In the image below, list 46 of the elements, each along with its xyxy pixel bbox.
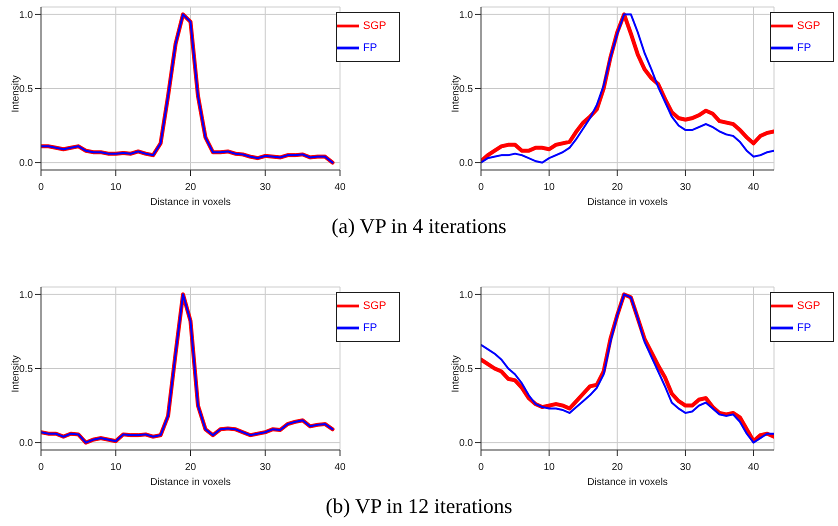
x-axis-title: Distance in voxels	[150, 477, 231, 488]
x-tick-label: 0	[38, 462, 44, 473]
x-tick-label: 20	[184, 182, 196, 193]
legend-label: SGP	[363, 300, 386, 312]
x-tick-label: 10	[544, 462, 556, 473]
x-tick-label: 10	[110, 182, 122, 193]
x-tick-label: 0	[478, 462, 484, 473]
y-tick-label: 0.5	[19, 364, 34, 376]
y-tick-label: 0.5	[19, 84, 34, 96]
x-tick-label: 0	[478, 182, 484, 193]
y-tick-label: 1.0	[19, 10, 34, 21]
y-tick-label: 0.0	[19, 158, 34, 170]
x-tick-label: 40	[334, 182, 346, 193]
y-tick-label: 0.5	[459, 364, 474, 376]
legend-label: FP	[363, 322, 378, 334]
y-tick-label: 0.5	[459, 84, 474, 96]
x-tick-label: 30	[680, 462, 692, 473]
y-tick-label: 0.0	[459, 438, 474, 450]
x-tick-label: 30	[680, 182, 692, 193]
text: (b) VP in 12 iterations	[324, 494, 514, 519]
y-tick-label: 0.0	[459, 158, 474, 170]
x-tick-label: 30	[260, 182, 272, 193]
x-tick-label: 40	[748, 182, 760, 193]
x-tick-label: 40	[748, 462, 760, 473]
legend-label: SGP	[797, 300, 820, 312]
y-tick-label: 0.0	[19, 438, 34, 450]
x-tick-label: 20	[612, 182, 624, 193]
x-axis-title: Distance in voxels	[150, 197, 231, 208]
x-axis-title: Distance in voxels	[587, 197, 668, 208]
legend-label: FP	[797, 42, 812, 54]
legend-label: FP	[363, 42, 378, 54]
x-tick-label: 20	[612, 462, 624, 473]
x-tick-label: 0	[38, 182, 44, 193]
x-tick-label: 10	[544, 182, 556, 193]
legend-label: SGP	[797, 20, 820, 32]
legend-label: SGP	[363, 20, 386, 32]
x-tick-label: 20	[184, 462, 196, 473]
y-tick-label: 1.0	[459, 10, 474, 21]
x-tick-label: 10	[110, 462, 122, 473]
y-tick-label: 1.0	[459, 290, 474, 301]
y-tick-label: 1.0	[19, 290, 34, 301]
x-axis-title: Distance in voxels	[587, 477, 668, 488]
x-tick-label: 30	[260, 462, 272, 473]
text: (a) VP in 4 iterations	[330, 214, 508, 239]
x-tick-label: 40	[334, 462, 346, 473]
legend-label: FP	[797, 322, 812, 334]
